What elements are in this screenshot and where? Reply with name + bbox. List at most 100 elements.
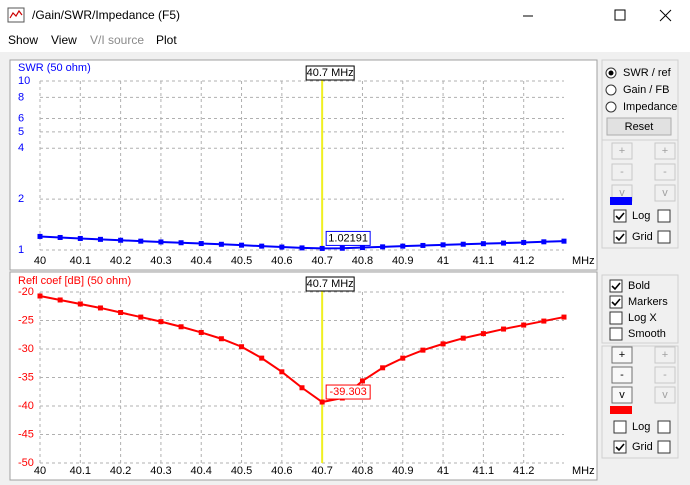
menu-item[interactable]: Show — [8, 33, 38, 47]
checkbox[interactable] — [657, 440, 671, 454]
stepper-button[interactable] — [611, 386, 633, 404]
checkbox[interactable] — [657, 420, 671, 434]
checkbox[interactable] — [613, 440, 627, 454]
stepper-button[interactable] — [611, 163, 633, 181]
stepper-label: + — [619, 349, 625, 361]
data-marker — [521, 322, 527, 328]
data-marker — [57, 234, 63, 240]
data-marker — [57, 297, 63, 303]
app-icon — [7, 7, 25, 23]
y-tick-label: 4 — [18, 142, 24, 154]
stepper-button[interactable] — [611, 142, 633, 160]
data-marker — [77, 235, 83, 241]
data-marker — [359, 378, 365, 384]
data-marker — [359, 245, 365, 251]
cursor-caption: 40.7 MHz — [307, 278, 354, 290]
stepper-button[interactable] — [654, 386, 676, 404]
data-marker — [380, 365, 386, 371]
x-tick-label: 40.5 — [231, 465, 252, 477]
x-tick-label: 40.1 — [70, 465, 91, 477]
y-tick-label: -50 — [18, 457, 34, 469]
stepper-button[interactable] — [654, 366, 676, 384]
stepper-label: v — [619, 187, 625, 199]
y-tick-label: 6 — [18, 112, 24, 124]
radio-button[interactable] — [605, 84, 617, 96]
color-swatch[interactable] — [610, 406, 632, 414]
cursor-readout-box — [325, 384, 371, 400]
menu-item[interactable]: Plot — [156, 33, 177, 47]
y-tick-label: -45 — [18, 428, 34, 440]
data-marker — [460, 335, 466, 341]
checkbox[interactable] — [609, 311, 623, 325]
stepper-button[interactable] — [654, 163, 676, 181]
data-marker — [259, 355, 265, 361]
data-marker — [561, 314, 567, 320]
stepper-label: - — [663, 369, 667, 381]
checkbox[interactable] — [609, 295, 623, 309]
radio-label: SWR / ref — [623, 67, 672, 79]
stepper-label: - — [620, 166, 624, 178]
radio-dot — [608, 70, 614, 76]
chart-title: SWR (50 ohm) — [18, 62, 91, 74]
y-tick-label: -30 — [18, 343, 34, 355]
stepper-label: + — [662, 349, 668, 361]
data-marker — [259, 243, 265, 249]
x-tick-label: 40.4 — [191, 255, 212, 267]
menu-item[interactable]: V/I source — [90, 33, 144, 47]
data-marker — [541, 239, 547, 245]
checkbox[interactable] — [609, 327, 623, 341]
stepper-button[interactable] — [654, 184, 676, 202]
stepper-button[interactable] — [611, 346, 633, 364]
x-tick-label: 41 — [437, 255, 449, 267]
stepper-button[interactable] — [654, 346, 676, 364]
radio-label: Gain / FB — [623, 84, 669, 96]
data-marker — [239, 344, 245, 350]
stepper-button[interactable] — [611, 366, 633, 384]
data-marker — [521, 239, 527, 245]
checkbox[interactable] — [613, 230, 627, 244]
data-marker — [420, 242, 426, 248]
checkbox-label: Log X — [628, 312, 657, 324]
checkbox[interactable] — [657, 209, 671, 223]
radio-label: Impedance — [623, 101, 677, 113]
data-marker — [198, 241, 204, 247]
data-marker — [118, 237, 124, 243]
y-tick-label: -25 — [18, 314, 34, 326]
data-marker — [420, 347, 426, 353]
reset-label: Reset — [625, 121, 654, 133]
menu-item[interactable]: View — [51, 33, 77, 47]
cursor-readout: 1.02191 — [328, 232, 368, 244]
data-marker — [460, 241, 466, 247]
color-swatch[interactable] — [610, 197, 632, 205]
checkbox-label: Log — [632, 210, 650, 222]
stepper-button[interactable] — [654, 142, 676, 160]
check-mark — [611, 282, 621, 291]
maximize-button[interactable] — [614, 9, 626, 21]
data-marker — [138, 238, 144, 244]
x-unit-label: MHz — [572, 465, 595, 477]
checkbox[interactable] — [657, 230, 671, 244]
reset-button[interactable] — [606, 117, 672, 136]
data-marker — [97, 305, 103, 311]
checkbox[interactable] — [609, 279, 623, 293]
y-tick-label: -20 — [18, 286, 34, 298]
data-marker — [319, 245, 325, 251]
x-tick-label: 40.5 — [231, 255, 252, 267]
data-marker — [339, 245, 345, 251]
data-marker — [158, 239, 164, 245]
chart-panel — [9, 59, 598, 271]
checkbox[interactable] — [613, 209, 627, 223]
data-marker — [299, 245, 305, 251]
x-tick-label: 40 — [34, 255, 46, 267]
data-marker — [37, 233, 43, 239]
checkbox[interactable] — [613, 420, 627, 434]
x-unit-label: MHz — [572, 255, 595, 267]
radio-button[interactable] — [605, 101, 617, 113]
y-tick-label: -40 — [18, 400, 34, 412]
data-marker — [541, 318, 547, 324]
close-button[interactable] — [659, 9, 672, 22]
data-marker — [400, 355, 406, 361]
data-marker — [440, 242, 446, 248]
data-marker — [118, 310, 124, 316]
